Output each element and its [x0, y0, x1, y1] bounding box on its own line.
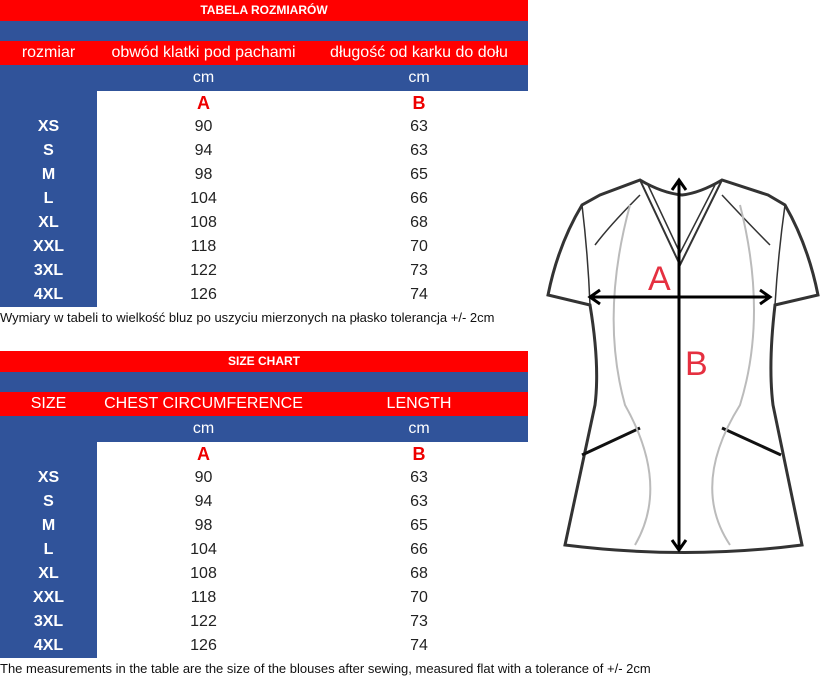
measure-value: 126	[190, 286, 217, 303]
measure-value: 73	[410, 613, 428, 630]
table-row: M 98 65	[0, 163, 528, 187]
size-label: XXL	[0, 235, 97, 259]
measure-value: 63	[410, 493, 428, 510]
measure-value: 70	[410, 589, 428, 606]
header-band	[0, 372, 528, 392]
header-band	[0, 21, 528, 41]
table-row: XL 108 68	[0, 562, 528, 586]
measure-value: 74	[410, 286, 428, 303]
size-label: M	[0, 514, 97, 538]
size-label: 4XL	[0, 283, 97, 307]
measure-value: 66	[410, 541, 428, 558]
column-header: długość od karku do dołu	[330, 44, 508, 61]
measure-value: 90	[194, 118, 213, 135]
units-row: cm cm	[0, 65, 528, 91]
size-label: XL	[0, 211, 97, 235]
table-row: XL 108 68	[0, 211, 528, 235]
measure-value: 108	[190, 565, 217, 582]
column-header: SIZE	[30, 395, 67, 412]
size-label: XS	[0, 466, 97, 490]
size-label: S	[0, 139, 97, 163]
size-table-english: SIZE CHART SIZE CHEST CIRCUMFERENCE LENGTH…	[0, 351, 651, 680]
measure-value: 108	[190, 214, 217, 231]
measure-value: 70	[410, 238, 428, 255]
table-row: 3XL 122 73	[0, 610, 528, 634]
table-row: XXL 118 70	[0, 235, 528, 259]
measure-letter: B	[412, 443, 426, 464]
column-headers: rozmiar obwód klatki pod pachami długość o…	[0, 41, 528, 65]
measure-value: 63	[410, 469, 428, 486]
table-row: XS 90 63	[0, 466, 528, 490]
table-row: XXL 118 70	[0, 586, 528, 610]
table-row: S 94 63	[0, 490, 528, 514]
measure-letter	[0, 91, 97, 115]
table-row: XS 90 63	[0, 115, 528, 139]
measure-value: 118	[190, 238, 217, 255]
size-label: XL	[0, 562, 97, 586]
measure-value: 68	[410, 565, 428, 582]
measure-value: 126	[190, 637, 217, 654]
blouse-diagram: A B	[546, 177, 820, 554]
table-row: 4XL 126 74	[0, 634, 528, 658]
measure-value: 65	[410, 166, 428, 183]
measure-value: 94	[194, 142, 213, 159]
measure-value: 98	[194, 166, 213, 183]
table-row: M 98 65	[0, 514, 528, 538]
column-header: LENGTH	[386, 395, 452, 412]
table-title: TABELA ROZMIARÓW	[0, 0, 528, 21]
size-label: 3XL	[0, 259, 97, 283]
measure-value: 90	[194, 469, 213, 486]
size-label: M	[0, 163, 97, 187]
unit-label: cm	[192, 420, 215, 437]
column-header: CHEST CIRCUMFERENCE	[104, 395, 303, 412]
table-row: 3XL 122 73	[0, 259, 528, 283]
column-header: rozmiar	[21, 44, 76, 61]
size-label: L	[0, 187, 97, 211]
measure-value: 98	[194, 517, 213, 534]
measure-letter: A	[197, 443, 210, 464]
table-row: L 104 66	[0, 538, 528, 562]
measure-value: 104	[190, 541, 217, 558]
label-b: B	[685, 345, 708, 383]
measure-value: 63	[410, 142, 428, 159]
size-label: XXL	[0, 586, 97, 610]
measure-value: 122	[190, 613, 217, 630]
measure-letter: B	[412, 92, 426, 113]
measure-value: 94	[194, 493, 213, 510]
size-label: XS	[0, 115, 97, 139]
measure-value: 66	[410, 190, 428, 207]
size-table-polish: TABELA ROZMIARÓW rozmiar obwód klatki pod…	[0, 0, 528, 329]
column-headers: SIZE CHEST CIRCUMFERENCE LENGTH	[0, 392, 528, 416]
size-label: S	[0, 490, 97, 514]
table-title: SIZE CHART	[0, 351, 528, 372]
table-row: S 94 63	[0, 139, 528, 163]
unit-label: cm	[192, 69, 215, 86]
measure-value: 118	[190, 589, 217, 606]
table-caption: The measurements in the table are the si…	[0, 661, 651, 676]
measure-value: 104	[190, 190, 217, 207]
measure-value: 122	[190, 262, 217, 279]
size-label: 4XL	[0, 634, 97, 658]
size-label: L	[0, 538, 97, 562]
label-a: A	[648, 260, 671, 298]
measure-value: 63	[410, 118, 428, 135]
unit-label: cm	[408, 420, 430, 437]
measure-value: 68	[410, 214, 428, 231]
column-header: obwód klatki pod pachami	[111, 44, 296, 61]
measure-value: 73	[410, 262, 428, 279]
table-row: L 104 66	[0, 187, 528, 211]
size-label: 3XL	[0, 610, 97, 634]
measure-letter: A	[197, 92, 210, 113]
unit-label: cm	[408, 69, 430, 86]
measure-value: 74	[410, 637, 428, 654]
table-caption: Wymiary w tabeli to wielkość bluz po usz…	[0, 310, 495, 325]
table-row: 4XL 126 74	[0, 283, 528, 307]
units-row: cm cm	[0, 416, 528, 442]
measure-letter	[0, 442, 97, 466]
measure-value: 65	[410, 517, 428, 534]
